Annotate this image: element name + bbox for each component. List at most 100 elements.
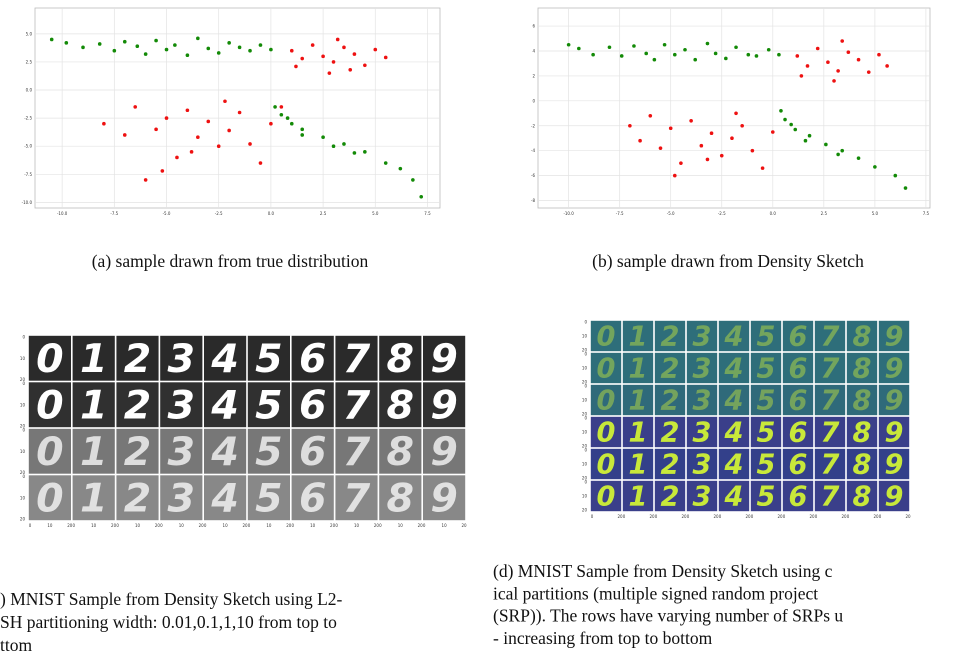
- scatter-point: [154, 127, 158, 132]
- scatter-point: [321, 54, 325, 59]
- x-tick-label: 10: [354, 523, 360, 528]
- digit-image: 8: [853, 482, 872, 513]
- digit-image: 4: [210, 383, 239, 429]
- digit-image: 5: [255, 336, 283, 382]
- x-tick-label: -5.0: [163, 211, 171, 216]
- scatter-point: [143, 178, 148, 182]
- plot-area: [537, 7, 931, 209]
- image-cell: [590, 416, 622, 448]
- digit-image: 1: [629, 482, 648, 513]
- scatter-point: [734, 111, 738, 116]
- caption-line: ical partitions (multiple signed random …: [493, 583, 818, 603]
- image-cell: [846, 352, 878, 384]
- x-tick-label: -7.5: [110, 211, 118, 216]
- image-cell: [750, 480, 782, 512]
- scatter-point: [766, 47, 771, 52]
- scatter-point: [273, 105, 277, 109]
- scatter-point: [672, 173, 677, 178]
- scatter-point: [672, 52, 677, 57]
- image-cell: [378, 428, 422, 475]
- scatter-point: [740, 123, 744, 128]
- scatter-point: [679, 161, 683, 165]
- scatter-point: [237, 45, 242, 50]
- scatter-point: [705, 41, 710, 46]
- y-tick-label: 4: [532, 48, 535, 53]
- y-tick-label: 0: [584, 352, 587, 357]
- x-tick-label: 0: [655, 514, 658, 519]
- image-cell: [718, 480, 750, 512]
- image-cell: [878, 448, 910, 480]
- digit-image: 2: [124, 429, 152, 475]
- scatter-point: [300, 133, 305, 137]
- digit-image: 7: [821, 450, 840, 481]
- y-tick-label: 20: [20, 424, 26, 429]
- scatter-point: [206, 119, 211, 124]
- image-cell: [590, 352, 622, 384]
- digit-image: 0: [597, 354, 616, 385]
- image-cell: [782, 416, 814, 448]
- digit-image: 7: [821, 386, 840, 417]
- scatter-point: [398, 166, 403, 171]
- image-cell: [203, 428, 247, 475]
- scatter-point: [632, 44, 636, 48]
- image-cell: [115, 474, 160, 521]
- scatter-point: [122, 39, 127, 44]
- digit-image: 5: [255, 476, 283, 522]
- image-cell: [750, 352, 782, 384]
- y-tick-label: 0: [532, 98, 535, 103]
- image-cell: [654, 480, 686, 512]
- digit-image: 0: [597, 482, 616, 513]
- digit-image: 7: [821, 354, 840, 385]
- x-tick-label: 10: [91, 523, 97, 528]
- caption: (b) sample drawn from Density Sketch: [592, 251, 864, 271]
- image-cell: [654, 320, 686, 352]
- digit-image: 1: [629, 322, 648, 353]
- digit-image: 7: [821, 322, 840, 353]
- scatter-point: [799, 74, 804, 78]
- image-cell: [334, 335, 379, 382]
- y-tick-label: -8: [531, 198, 535, 203]
- image-cell: [290, 381, 335, 428]
- x-tick-label: 10: [135, 523, 141, 528]
- scatter-point: [815, 46, 820, 51]
- scatter-point: [873, 165, 877, 169]
- y-tick-label: 20: [20, 470, 26, 475]
- scatter-point: [122, 133, 127, 137]
- scatter-point: [279, 112, 284, 117]
- scatter-point: [248, 142, 252, 146]
- scatter-point: [836, 152, 840, 157]
- digit-image: 2: [661, 418, 680, 449]
- digit-image: 9: [885, 450, 904, 481]
- image-cell: [750, 384, 782, 416]
- digit-image: 2: [124, 383, 152, 429]
- scatter-point: [638, 138, 642, 143]
- x-tick-label: 10: [47, 523, 53, 528]
- scatter-point: [783, 117, 787, 122]
- x-tick-label: -7.5: [616, 211, 624, 216]
- image-cell: [422, 335, 466, 382]
- digit-image: 7: [821, 482, 840, 513]
- scatter-point: [185, 108, 190, 113]
- scatter-point: [269, 121, 273, 126]
- scatter-point: [746, 52, 751, 57]
- digit-image: 4: [210, 429, 239, 475]
- y-tick-label: 0.0: [26, 88, 33, 93]
- digit-image: 3: [693, 322, 712, 353]
- image-cell: [334, 381, 379, 428]
- digit-image: 1: [629, 450, 648, 481]
- image-cell: [750, 448, 782, 480]
- digit-image: 4: [210, 336, 239, 382]
- digit-image: 7: [343, 429, 371, 475]
- image-cell: [750, 320, 782, 352]
- scatter-point: [289, 121, 294, 126]
- scatter-point: [658, 146, 663, 150]
- scatter-point: [81, 45, 85, 50]
- image-cell: [622, 320, 654, 352]
- scatter-point: [826, 60, 830, 65]
- x-tick-label: -2.5: [718, 211, 726, 216]
- scatter-point: [689, 118, 693, 123]
- scatter-point: [133, 105, 138, 109]
- x-tick-label: 20: [617, 514, 623, 519]
- digit-image: 8: [853, 386, 872, 417]
- image-cell: [846, 320, 878, 352]
